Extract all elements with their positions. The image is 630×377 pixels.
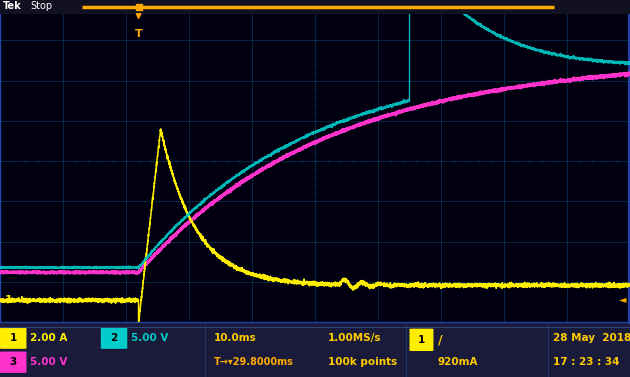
Text: T: T (135, 29, 142, 39)
Text: Tek: Tek (3, 1, 22, 11)
Text: 3: 3 (9, 357, 17, 367)
FancyBboxPatch shape (410, 329, 433, 351)
Text: Stop: Stop (30, 1, 52, 11)
Text: 5.00 V: 5.00 V (131, 333, 168, 343)
Text: 1: 1 (418, 335, 425, 345)
Text: ◄: ◄ (619, 294, 627, 304)
Text: 1.00MS/s: 1.00MS/s (328, 333, 381, 343)
Text: 2: 2 (110, 333, 118, 343)
Text: 5.00 V: 5.00 V (30, 357, 67, 367)
Bar (0, 0, 630, 14)
Text: 1: 1 (5, 295, 13, 305)
Text: /: / (438, 333, 442, 346)
Text: 10.0ms: 10.0ms (214, 333, 257, 343)
Text: T→▾29.8000ms: T→▾29.8000ms (214, 357, 294, 367)
Text: 17 : 23 : 34: 17 : 23 : 34 (553, 357, 620, 367)
FancyBboxPatch shape (0, 328, 26, 349)
Text: 1: 1 (9, 333, 17, 343)
FancyBboxPatch shape (0, 352, 26, 373)
Text: 920mA: 920mA (438, 357, 478, 367)
FancyBboxPatch shape (101, 328, 127, 349)
Text: 100k points: 100k points (328, 357, 397, 367)
Text: 28 May  2018: 28 May 2018 (553, 333, 630, 343)
Text: 2.00 A: 2.00 A (30, 333, 67, 343)
